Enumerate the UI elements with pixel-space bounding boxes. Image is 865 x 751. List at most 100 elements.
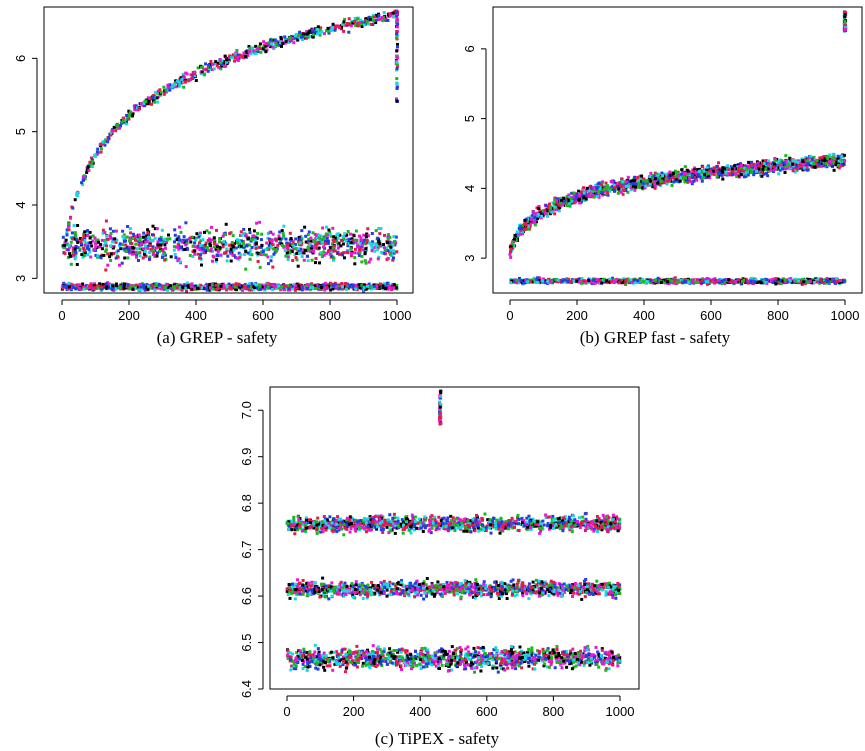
data-point	[277, 286, 281, 290]
data-point	[359, 241, 363, 245]
data-point	[750, 166, 754, 170]
data-point	[237, 282, 241, 286]
data-point	[307, 237, 311, 241]
data-point	[363, 251, 367, 255]
data-point	[133, 286, 137, 290]
data-point	[131, 287, 135, 291]
data-point	[299, 247, 303, 251]
data-point	[300, 229, 304, 233]
data-point	[780, 160, 784, 164]
data-point	[280, 242, 284, 246]
data-point	[157, 245, 161, 249]
data-point	[617, 187, 621, 191]
data-point	[679, 176, 683, 180]
data-point	[341, 234, 345, 238]
data-point	[142, 231, 146, 235]
data-point	[131, 237, 135, 240]
data-point	[317, 241, 321, 245]
data-point	[338, 233, 342, 237]
data-point	[62, 243, 66, 247]
data-point	[382, 11, 386, 14]
data-point	[700, 171, 704, 174]
data-point	[672, 180, 676, 184]
data-point	[523, 227, 527, 231]
data-point	[90, 286, 94, 290]
data-point	[780, 165, 784, 169]
data-point	[737, 164, 741, 168]
data-point	[126, 115, 130, 119]
data-point	[777, 172, 781, 176]
data-point	[667, 172, 671, 176]
data-point	[175, 245, 179, 249]
data-point	[311, 35, 315, 39]
data-point	[100, 253, 104, 257]
data-point	[314, 237, 318, 241]
data-point	[242, 227, 246, 231]
data-point	[320, 238, 324, 242]
data-point	[675, 172, 679, 175]
data-point	[179, 230, 183, 234]
data-point	[106, 263, 110, 267]
data-point	[518, 232, 522, 236]
data-point	[150, 249, 154, 253]
data-point	[247, 45, 251, 48]
data-point	[377, 239, 381, 243]
data-point	[264, 248, 268, 252]
data-point	[597, 195, 601, 199]
data-point	[284, 237, 288, 241]
data-point	[232, 283, 236, 287]
data-point	[313, 232, 317, 236]
data-point	[832, 168, 836, 172]
data-point	[67, 285, 71, 289]
data-point	[142, 285, 146, 289]
data-point	[142, 102, 146, 106]
data-point	[837, 161, 840, 165]
data-point	[731, 172, 735, 176]
data-point	[181, 72, 185, 76]
data-point	[582, 197, 586, 201]
data-point	[120, 119, 124, 122]
data-point	[565, 204, 569, 208]
data-point	[221, 245, 225, 249]
data-point	[803, 158, 807, 162]
data-point	[347, 22, 351, 26]
data-point	[259, 50, 263, 54]
data-point	[514, 238, 518, 241]
x-tick-label: 400	[185, 308, 207, 323]
data-point	[104, 219, 108, 223]
data-point	[350, 237, 354, 241]
data-point	[224, 250, 228, 254]
data-point	[81, 175, 85, 179]
data-point	[534, 220, 538, 224]
data-point	[329, 234, 333, 238]
data-point	[378, 232, 382, 236]
data-point	[273, 250, 277, 254]
data-point	[254, 242, 258, 246]
data-point	[124, 239, 127, 243]
data-point	[332, 235, 336, 239]
data-point	[375, 284, 379, 288]
data-point	[295, 252, 299, 255]
data-point	[351, 239, 355, 243]
data-point	[537, 207, 541, 210]
data-point	[106, 237, 110, 241]
data-point	[90, 156, 94, 160]
data-point	[379, 227, 383, 231]
data-point	[266, 232, 270, 235]
data-point	[648, 175, 652, 179]
data-point	[641, 179, 645, 183]
data-point	[96, 286, 100, 290]
data-point	[369, 22, 373, 26]
data-point	[764, 167, 768, 171]
data-point	[356, 24, 360, 28]
data-point	[380, 250, 384, 254]
data-point	[197, 235, 201, 239]
data-point	[242, 232, 246, 236]
data-point	[252, 284, 256, 288]
data-point	[395, 16, 399, 20]
data-point	[227, 58, 231, 62]
data-point	[521, 232, 525, 236]
data-point	[306, 233, 310, 237]
data-point	[185, 281, 189, 285]
data-point	[709, 171, 713, 175]
